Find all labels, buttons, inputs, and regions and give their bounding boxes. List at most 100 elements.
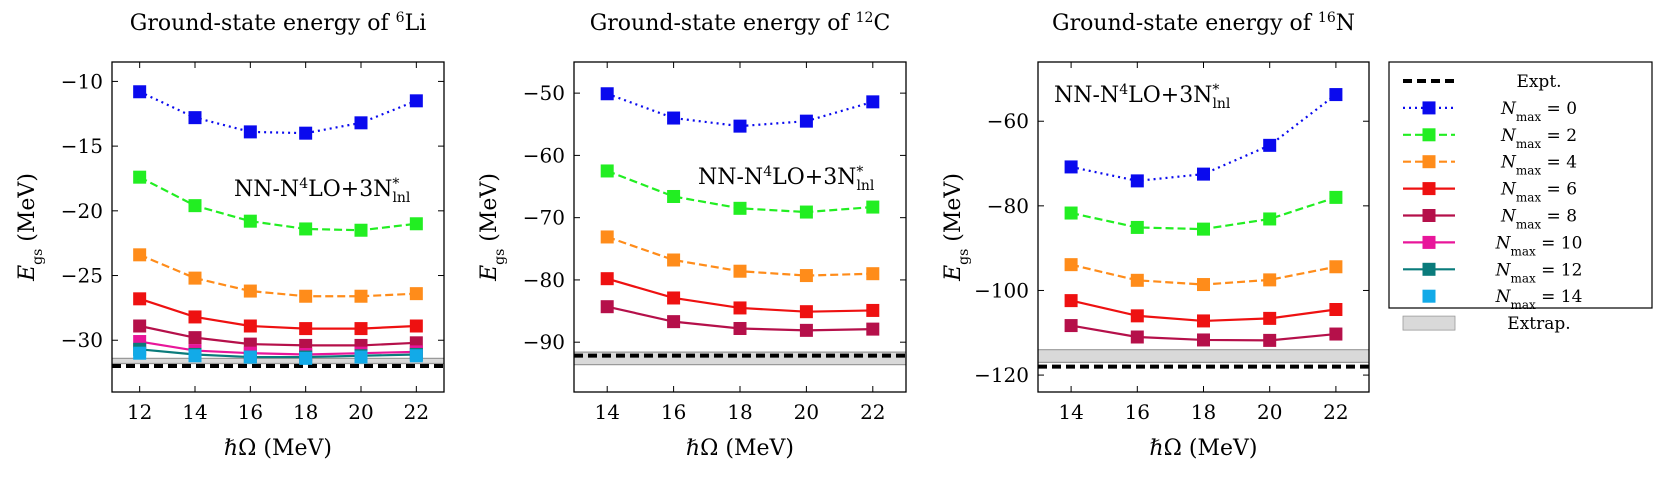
plot-area — [1038, 88, 1369, 369]
data-point-nmax-6 — [243, 319, 257, 333]
data-point-nmax-4 — [600, 230, 614, 244]
data-point-nmax-8 — [600, 300, 614, 314]
data-point-nmax-4 — [799, 269, 813, 283]
data-point-nmax-8 — [1197, 333, 1210, 347]
series-line-nmax-12 — [139, 348, 417, 359]
series-line-nmax-2 — [139, 176, 417, 232]
y-tick-label: −60 — [523, 143, 565, 167]
data-point-nmax-6 — [733, 301, 747, 315]
data-point-nmax-6 — [1263, 311, 1277, 325]
y-tick-label: −20 — [61, 199, 103, 223]
legend-item-nmax-14-marker — [1422, 289, 1436, 303]
data-point-nmax-8 — [133, 319, 147, 333]
x-tick-label: 20 — [794, 400, 819, 424]
data-point-nmax-2 — [299, 222, 313, 236]
y-tick-label: −60 — [987, 109, 1029, 133]
x-tick-label: 12 — [127, 400, 152, 424]
data-point-nmax-0 — [188, 111, 202, 125]
y-tick-label: −25 — [61, 264, 103, 288]
y-tick-label: −15 — [61, 134, 103, 158]
data-point-nmax-4 — [733, 264, 747, 278]
y-axis-label: Egs (MeV) — [941, 173, 972, 282]
data-point-nmax-4 — [299, 289, 313, 303]
legend-item-nmax-8-label: Nmax = 8 — [1500, 207, 1577, 232]
data-point-nmax-6 — [354, 322, 368, 336]
data-point-nmax-0 — [1197, 167, 1210, 181]
y-tick-label: −100 — [974, 278, 1029, 302]
extrap-band — [112, 358, 444, 364]
data-point-nmax-2 — [733, 201, 747, 215]
data-point-nmax-2 — [667, 189, 681, 203]
data-point-nmax-6 — [1064, 294, 1078, 308]
data-point-nmax-0 — [1329, 88, 1343, 102]
data-point-nmax-2 — [188, 199, 202, 213]
series-line-nmax-10 — [139, 340, 417, 356]
data-point-nmax-4 — [1130, 273, 1144, 287]
data-point-nmax-4 — [667, 253, 681, 267]
data-point-nmax-8 — [1263, 333, 1277, 347]
data-point-nmax-2 — [133, 170, 147, 184]
x-tick-label: 14 — [594, 400, 619, 424]
data-point-nmax-0 — [1064, 160, 1078, 174]
data-point-nmax-14 — [354, 350, 368, 364]
data-point-nmax-14 — [243, 350, 257, 364]
legend-extrap-label: Extrap. — [1507, 314, 1570, 334]
legend-item-nmax-10-label: Nmax = 10 — [1495, 233, 1583, 258]
data-point-nmax-6 — [1197, 314, 1210, 328]
data-point-nmax-8 — [866, 322, 880, 336]
data-point-nmax-14 — [188, 349, 202, 363]
data-point-nmax-6 — [799, 305, 813, 319]
data-point-nmax-14 — [299, 351, 313, 365]
series-line-nmax-0 — [1070, 93, 1337, 182]
chart-title: Ground-state energy of 12C — [590, 10, 891, 36]
x-tick-label: 14 — [182, 400, 207, 424]
data-point-nmax-8 — [799, 323, 813, 337]
chart-title: Ground-state energy of 16N — [1052, 10, 1355, 36]
data-point-nmax-2 — [243, 214, 257, 228]
x-tick-label: 16 — [1125, 400, 1150, 424]
x-tick-label: 20 — [1257, 400, 1282, 424]
data-point-nmax-0 — [600, 87, 614, 101]
legend-item-nmax-12-marker — [1422, 262, 1436, 276]
y-tick-label: −30 — [61, 328, 103, 352]
legend-item-nmax-8-marker — [1422, 209, 1436, 222]
data-point-nmax-0 — [1263, 138, 1277, 152]
legend-item-nmax-4-label: Nmax = 4 — [1500, 153, 1577, 178]
extrap-band — [574, 352, 906, 365]
x-tick-label: 18 — [727, 400, 752, 424]
data-point-nmax-2 — [1329, 190, 1343, 204]
y-axis-label: Egs (MeV) — [15, 173, 46, 282]
data-point-nmax-2 — [866, 200, 880, 214]
plot-frame — [573, 61, 907, 393]
data-point-nmax-0 — [1130, 174, 1144, 188]
y-tick-label: −80 — [523, 268, 565, 292]
legend-item-nmax-4-marker — [1422, 155, 1436, 169]
interaction-annotation: NN-N4LO+3Nlnl* — [698, 164, 875, 194]
data-point-nmax-6 — [866, 303, 880, 317]
x-axis-label: ℏΩ (MeV) — [224, 436, 332, 461]
legend-item-nmax-0-label: Nmax = 0 — [1500, 99, 1577, 124]
x-tick-label: 16 — [238, 400, 263, 424]
y-tick-label: −120 — [974, 363, 1029, 387]
data-point-nmax-0 — [667, 111, 681, 125]
y-axis-label: Egs (MeV) — [477, 173, 508, 282]
legend-item-nmax-2-label: Nmax = 2 — [1500, 126, 1577, 151]
data-point-nmax-2 — [1064, 206, 1078, 220]
plot-frame — [111, 61, 445, 393]
data-point-nmax-0 — [354, 116, 368, 130]
interaction-annotation: NN-N4LO+3Nlnl* — [1054, 82, 1231, 112]
y-tick-label: −90 — [523, 330, 565, 354]
data-point-nmax-4 — [1197, 278, 1210, 292]
data-point-nmax-4 — [1064, 258, 1078, 272]
y-tick-label: −50 — [523, 81, 565, 105]
data-point-nmax-8 — [1130, 330, 1144, 344]
x-tick-label: 18 — [1191, 400, 1216, 424]
series-line-nmax-8 — [139, 324, 417, 347]
data-point-nmax-4 — [354, 289, 368, 303]
y-tick-label: −80 — [987, 194, 1029, 218]
data-point-nmax-0 — [299, 126, 313, 140]
data-point-nmax-8 — [188, 331, 202, 345]
series-line-nmax-6 — [139, 297, 417, 330]
chart-panel-2: 14 16 18 20 22 −60 −80 −100 −120 Ground-state ene… — [941, 10, 1370, 461]
